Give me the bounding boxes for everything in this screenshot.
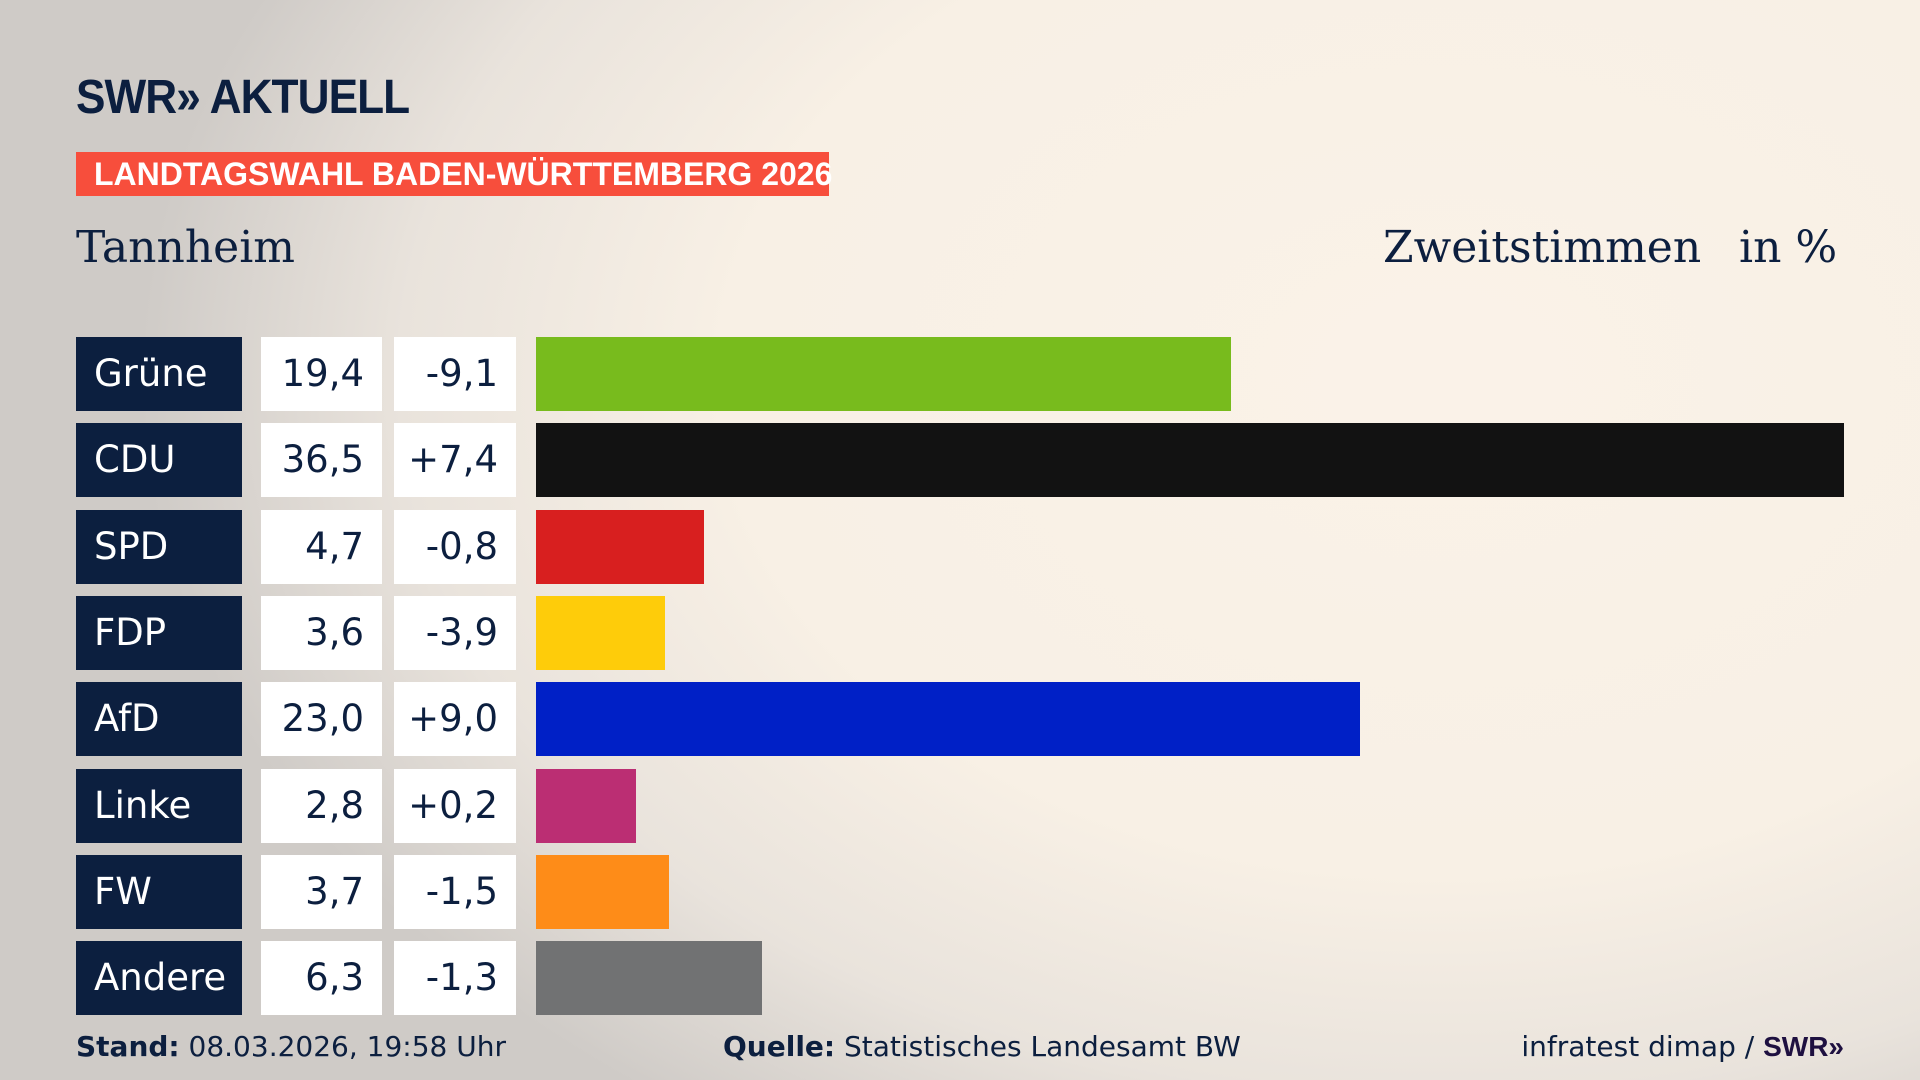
change-label: +0,2	[394, 768, 516, 843]
election-banner: LANDTAGSWAHL BADEN-WÜRTTEMBERG 2026	[76, 152, 832, 196]
party-label: SPD	[76, 509, 242, 584]
party-label: FDP	[76, 595, 242, 670]
bar	[536, 595, 665, 670]
bar	[536, 854, 669, 929]
value-label: 6,3	[261, 941, 382, 1016]
value-label: 19,4	[261, 337, 382, 411]
swr-aktuell-logo: SWR» AKTUELL	[76, 71, 410, 124]
bar	[536, 423, 1844, 498]
change-label: -1,5	[394, 854, 516, 929]
party-label: CDU	[76, 423, 242, 498]
result-row: FDP 3,6 -3,9	[0, 595, 1920, 670]
bar	[536, 941, 762, 1016]
change-label: -3,9	[394, 595, 516, 670]
bar	[536, 682, 1361, 757]
change-label: -1,3	[394, 941, 516, 1016]
value-label: 23,0	[261, 682, 382, 757]
source-value: Statistisches Landesamt BW	[844, 1030, 1241, 1063]
source-info: Quelle: Statistisches Landesamt BW	[723, 1030, 1241, 1063]
bar	[536, 768, 637, 843]
value-label: 36,5	[261, 423, 382, 498]
stand-info: Stand: 08.03.2026, 19:58 Uhr	[76, 1030, 506, 1063]
party-label: FW	[76, 854, 242, 929]
change-label: +9,0	[394, 682, 516, 757]
result-row: CDU 36,5 +7,4	[0, 423, 1920, 498]
result-row: AfD 23,0 +9,0	[0, 682, 1920, 757]
value-label: 2,8	[261, 768, 382, 843]
vote-type-label: Zweitstimmen	[1383, 222, 1702, 273]
value-label: 3,7	[261, 854, 382, 929]
stand-label: Stand:	[76, 1030, 180, 1063]
source-label: Quelle:	[723, 1030, 836, 1063]
party-label: Linke	[76, 768, 242, 843]
party-label: Andere	[76, 941, 242, 1016]
result-row: FW 3,7 -1,5	[0, 854, 1920, 929]
change-label: -9,1	[394, 337, 516, 411]
party-label: Grüne	[76, 337, 242, 411]
bar	[536, 509, 705, 584]
value-label: 3,6	[261, 595, 382, 670]
result-row: Linke 2,8 +0,2	[0, 768, 1920, 843]
credit: infratest dimap / SWR»	[1521, 1030, 1844, 1063]
unit-label: in %	[1739, 222, 1838, 273]
bar	[536, 337, 1232, 411]
change-label: +7,4	[394, 423, 516, 498]
result-row: Grüne 19,4 -9,1	[0, 337, 1920, 411]
credit-text: infratest dimap /	[1521, 1030, 1764, 1063]
result-row: SPD 4,7 -0,8	[0, 509, 1920, 584]
party-label: AfD	[76, 682, 242, 757]
stand-value: 08.03.2026, 19:58 Uhr	[188, 1030, 506, 1063]
change-label: -0,8	[394, 509, 516, 584]
region-title: Tannheim	[76, 222, 296, 273]
swr-logo: SWR»	[1763, 1031, 1844, 1062]
value-label: 4,7	[261, 509, 382, 584]
result-row: Andere 6,3 -1,3	[0, 941, 1920, 1016]
